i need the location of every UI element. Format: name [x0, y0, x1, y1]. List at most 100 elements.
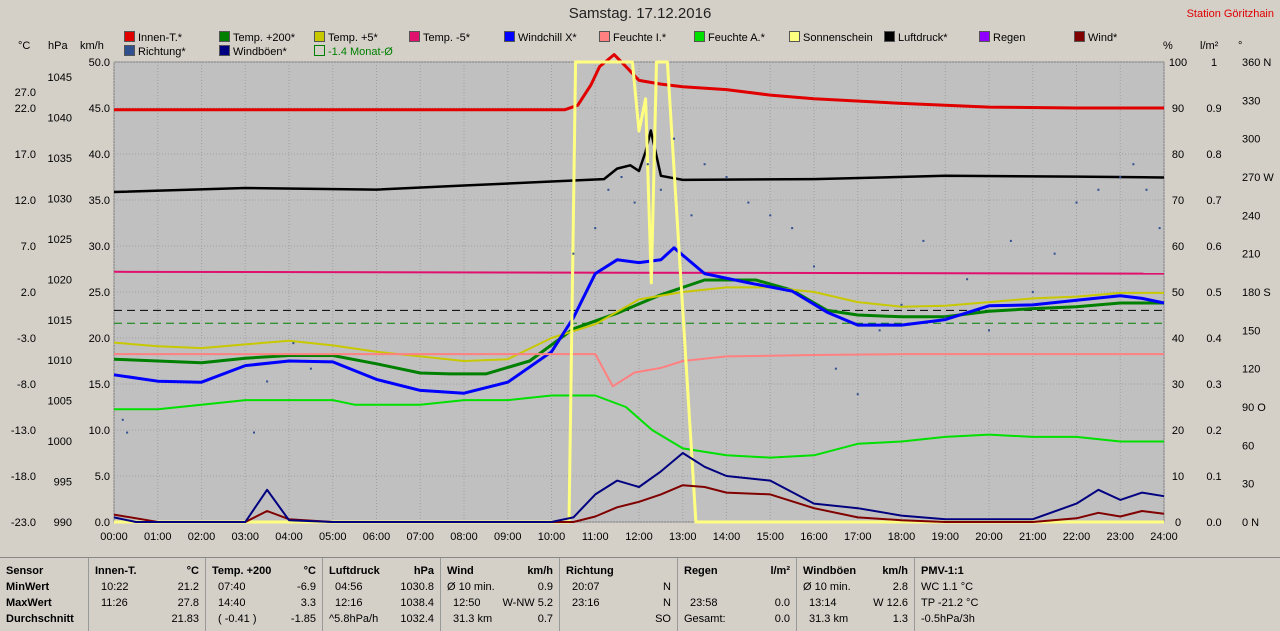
direction-point-2	[253, 431, 255, 434]
legend-swatch-0	[124, 31, 135, 42]
tick-wind-1: 45.0	[89, 103, 110, 115]
stats-col-richtung: Richtung 20:07 N 23:16 N SO	[560, 558, 678, 631]
direction-point-4	[292, 342, 295, 345]
direction-point-19	[791, 227, 794, 230]
tick-direction-10: 60	[1242, 440, 1254, 452]
x-tick-21: 21:00	[1019, 531, 1047, 543]
legend-label-9: Regen	[993, 32, 1026, 44]
tick-temp-0: 27.0	[15, 87, 36, 99]
tick-wind-4: 30.0	[89, 241, 110, 253]
stats-richtung-max-time: 23:16	[572, 597, 600, 609]
tick-rain-9: 0.1	[1206, 471, 1221, 483]
direction-point-27	[966, 278, 969, 281]
legend-label-10: Wind*	[1088, 32, 1118, 44]
stats-windboeen-header: Windböen	[803, 565, 857, 577]
direction-point-12	[659, 188, 662, 191]
stats-richtung-avg: SO	[655, 613, 671, 625]
unit-deg: °	[1238, 40, 1243, 52]
legend-swatch-7	[789, 31, 800, 42]
legend-label-6: Feuchte A.*	[708, 32, 765, 44]
stats-avg-label: Durchschnitt	[6, 613, 74, 625]
tick-wind-9: 5.0	[95, 471, 110, 483]
unit-hpa: hPa	[48, 40, 68, 52]
x-tick-14: 14:00	[713, 531, 741, 543]
stats-col-temp200: Temp. +200 °C 07:40 -6.9 14:40 3.3 ( -0.41 …	[206, 558, 323, 631]
stats-temp200-avg: -1.85	[290, 613, 316, 625]
stats-regen-unit: l/m²	[770, 565, 790, 577]
weather-chart: 00:00 01:00 02:00 03:00 04:00 05:00 06:00 07:00…	[11, 53, 1274, 543]
tick-direction-4: 240	[1242, 210, 1260, 222]
legend-item-12: Windböen*	[219, 45, 287, 58]
tick-rain-8: 0.2	[1206, 425, 1221, 437]
tick-pressure-7: 1010	[48, 355, 72, 367]
direction-point-3	[266, 380, 269, 383]
tick-direction-11: 30	[1242, 479, 1254, 491]
tick-direction-2: 300	[1242, 134, 1260, 146]
stats-pmv-dewpoint: TP -21.2 °C	[921, 597, 979, 609]
legend-swatch-13	[314, 45, 325, 56]
direction-point-6	[572, 252, 575, 255]
legend-item-6: Feuchte A.*	[694, 31, 765, 44]
unit-lm2: l/m²	[1200, 40, 1219, 52]
tick-humidity-5: 50	[1172, 287, 1184, 299]
stats-wind-max-time: 12:50	[453, 597, 481, 609]
tick-pressure-0: 1045	[48, 72, 72, 84]
legend-item-1: Temp. +200*	[219, 31, 295, 44]
tick-direction-6: 180 S	[1242, 287, 1271, 299]
x-tick-16: 16:00	[800, 531, 828, 543]
stats-luftdruck-trend: ^5.8hPa/h	[329, 613, 379, 625]
stats-richtung-max: N	[663, 597, 671, 609]
direction-point-7	[594, 227, 597, 230]
legend-item-9: Regen	[979, 31, 1025, 44]
x-tick-2: 02:00	[188, 531, 216, 543]
direction-point-31	[1053, 252, 1056, 255]
tick-humidity-3: 70	[1172, 195, 1184, 207]
tick-temp-1: 22.0	[15, 103, 36, 115]
tick-wind-7: 15.0	[89, 379, 110, 391]
legend-swatch-3	[409, 31, 420, 42]
direction-point-22	[856, 393, 859, 396]
direction-point-24	[900, 303, 903, 306]
legend-swatch-4	[504, 31, 515, 42]
stats-luftdruck-unit: hPa	[413, 565, 434, 577]
direction-point-26	[944, 316, 947, 319]
stats-temp200-header: Temp. +200	[212, 565, 272, 577]
direction-point-18	[769, 214, 772, 217]
legend-swatch-10	[1074, 31, 1085, 42]
tick-pressure-6: 1015	[48, 315, 72, 327]
legend-swatch-8	[884, 31, 895, 42]
legend-item-0: Innen-T.*	[124, 31, 182, 44]
stats-innen-header: Innen-T.	[95, 565, 137, 577]
stats-regen-header: Regen	[684, 565, 718, 577]
legend-swatch-2	[314, 31, 325, 42]
x-tick-24: 24:00	[1150, 531, 1178, 543]
direction-point-37	[1158, 227, 1161, 230]
legend-swatch-11	[124, 45, 135, 56]
stats-luftdruck-avg: 1032.4	[400, 613, 434, 625]
series-line-2	[113, 270, 1165, 275]
stats-windboeen-max: W 12.6	[873, 597, 908, 609]
legend-label-1: Temp. +200*	[233, 32, 296, 44]
stats-wind-distance: 31.3 km	[453, 613, 493, 625]
x-tick-22: 22:00	[1063, 531, 1091, 543]
legend-item-4: Windchill X*	[504, 31, 577, 44]
stats-min-label: MinWert	[6, 581, 50, 593]
legend-label-3: Temp. -5*	[423, 32, 471, 44]
x-tick-19: 19:00	[931, 531, 959, 543]
legend-swatch-6	[694, 31, 705, 42]
legend-swatch-5	[599, 31, 610, 42]
legend-label-7: Sonnenschein	[803, 32, 873, 44]
stats-col-windboeen: Windböen km/h Ø 10 min. 2.8 13:14 W 12.6 31…	[797, 558, 915, 631]
legend-item-13: -1.4 Monat-Ø	[314, 45, 393, 58]
tick-temp-4: 7.0	[21, 241, 36, 253]
tick-wind-2: 40.0	[89, 149, 110, 161]
direction-point-14	[690, 214, 693, 217]
legend-label-8: Luftdruck*	[898, 32, 948, 44]
direction-point-35	[1132, 163, 1135, 166]
tick-direction-0: 360 N	[1242, 57, 1271, 69]
stats-wind-avg: 0.7	[537, 613, 553, 625]
stats-col-pmv: PMV-1:1 WC 1.1 °C TP -21.2 °C -0.5hPa/3h	[915, 558, 1280, 631]
tick-direction-3: 270 W	[1242, 172, 1274, 184]
x-tick-7: 07:00	[406, 531, 434, 543]
stats-luftdruck-header: Luftdruck	[329, 565, 380, 577]
